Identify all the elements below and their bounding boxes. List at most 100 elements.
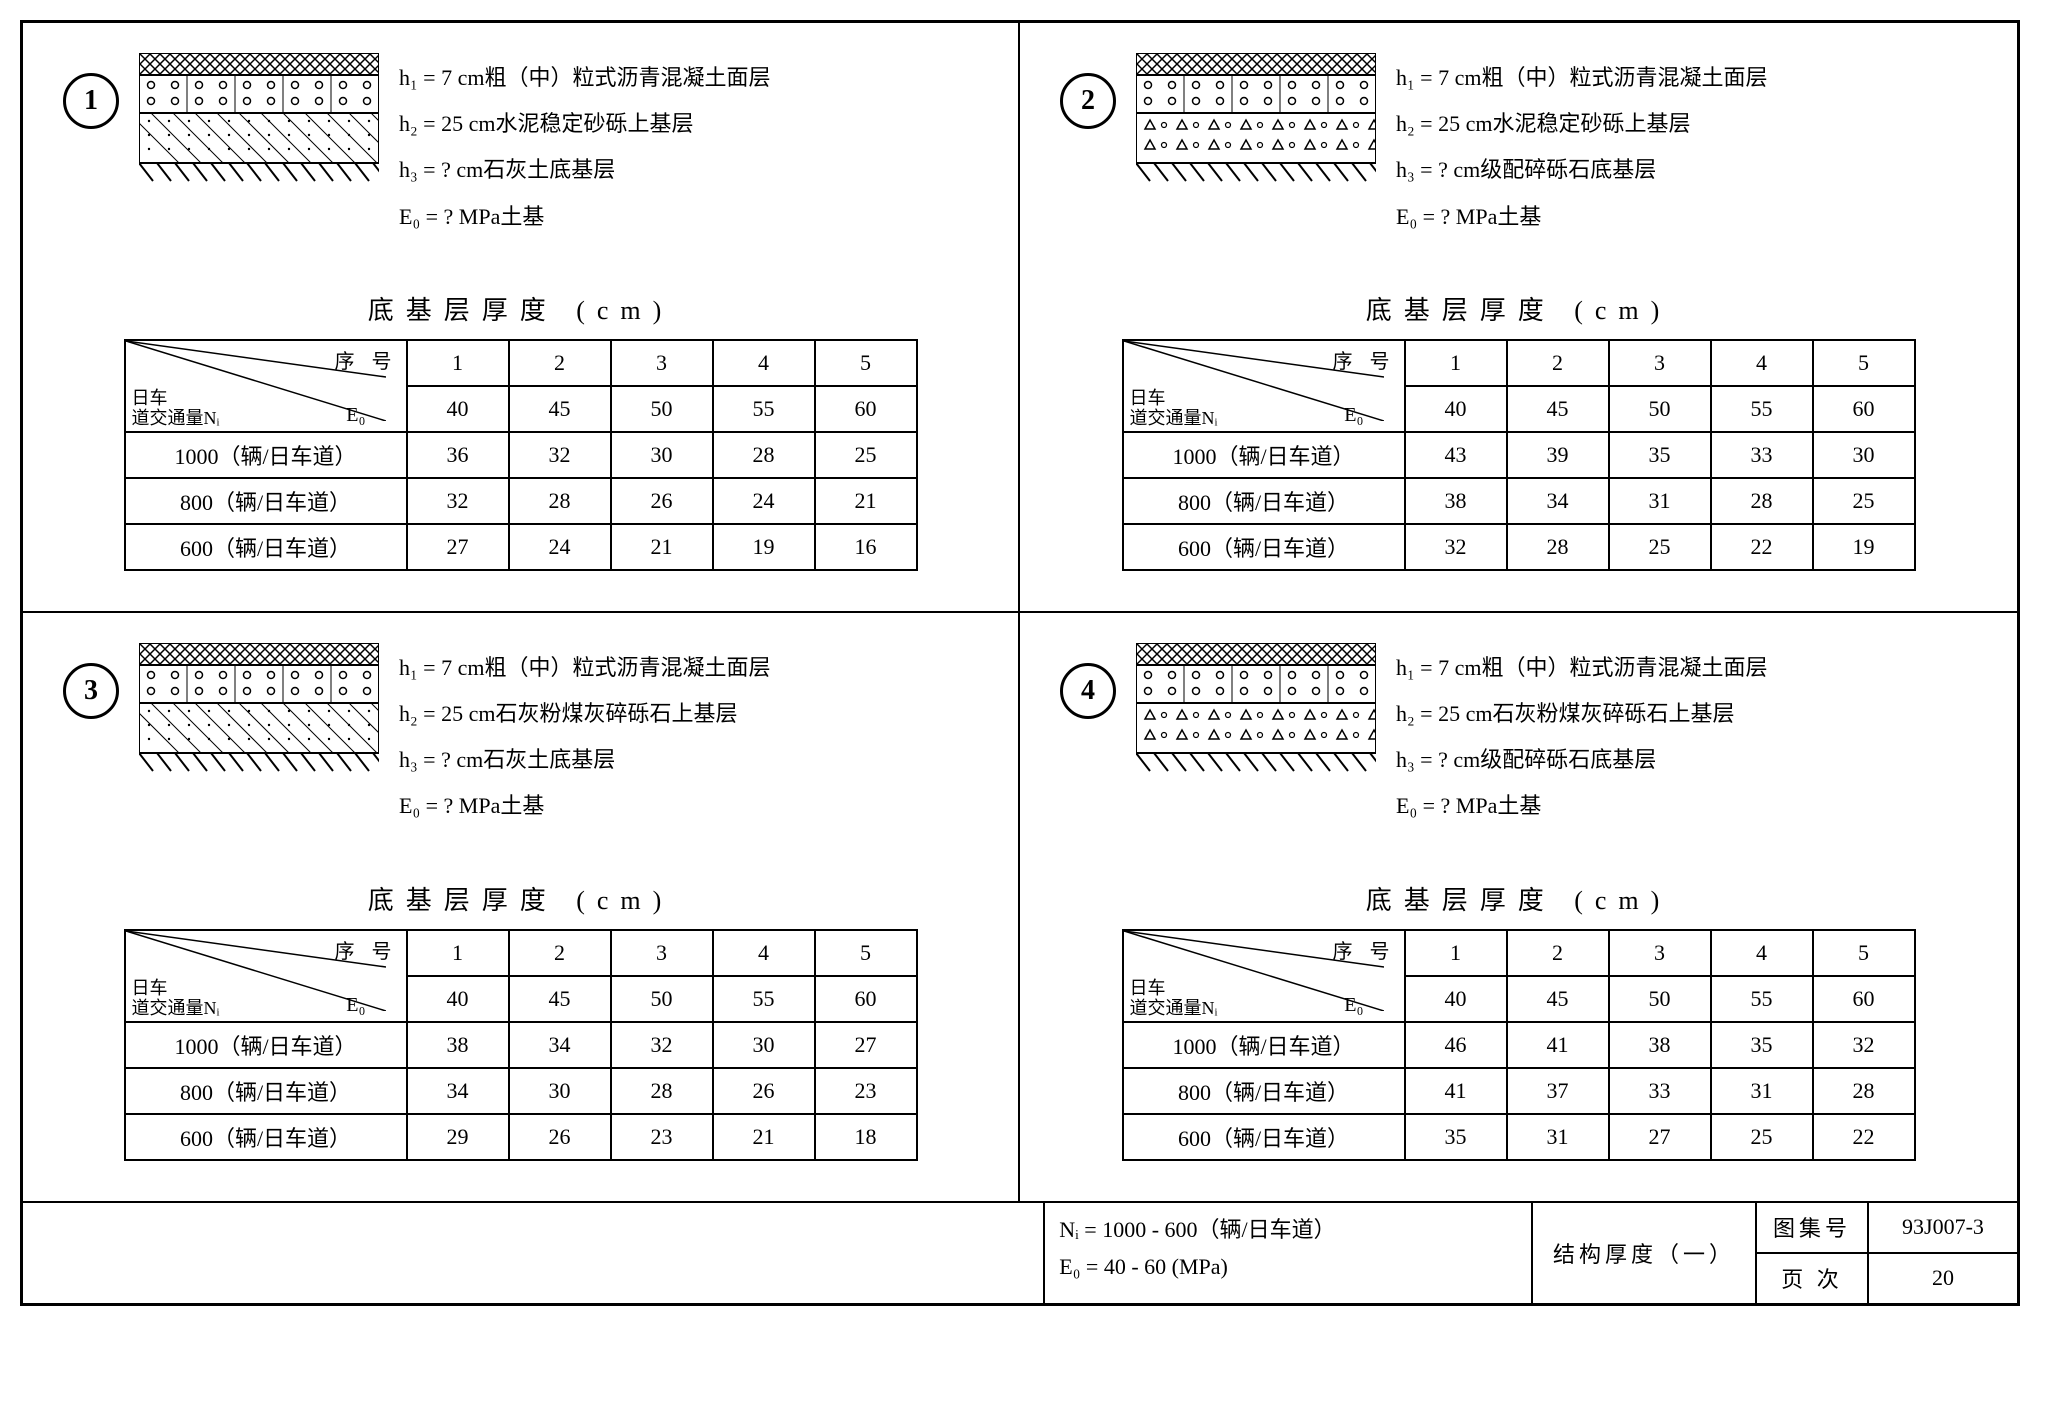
traffic-row-label: 1000（辆/日车道）	[125, 432, 407, 478]
col-header: 2	[509, 930, 611, 976]
thickness-value: 30	[611, 432, 713, 478]
col-header: 4	[713, 340, 815, 386]
thickness-value: 33	[1609, 1068, 1711, 1114]
e0-value: 50	[611, 386, 713, 432]
panel-3: 3 h₁ = 7 cm粗（中）粒式沥青混凝土面层 h₂ = 25 cm石灰粉煤灰…	[23, 613, 1020, 1203]
panel-number-icon: 4	[1060, 663, 1116, 719]
e0-value: 55	[713, 976, 815, 1022]
col-header: 5	[1813, 340, 1915, 386]
diagonal-header: 序 号 日车道交通量Nᵢ E₀	[125, 340, 407, 432]
thickness-value: 28	[713, 432, 815, 478]
diagonal-header: 序 号 日车道交通量Nᵢ E₀	[1123, 340, 1405, 432]
e0-value: 60	[815, 976, 917, 1022]
col-header: 3	[1609, 340, 1711, 386]
thickness-value: 31	[1711, 1068, 1813, 1114]
traffic-row-label: 800（辆/日车道）	[1123, 478, 1405, 524]
panel-2: 2 h₁ = 7 cm粗（中）粒式沥青混凝土面层 h₂ = 25 cm水泥稳定砂…	[1020, 23, 2017, 613]
thickness-value: 35	[1711, 1022, 1813, 1068]
thickness-value: 27	[815, 1022, 917, 1068]
thickness-value: 24	[713, 478, 815, 524]
thickness-value: 38	[1405, 478, 1507, 524]
thickness-value: 43	[1405, 432, 1507, 478]
thickness-table: 序 号 日车道交通量Nᵢ E₀ 12345 4045505560 1000（辆/…	[124, 339, 918, 571]
col-header: 4	[1711, 340, 1813, 386]
thickness-value: 25	[1711, 1114, 1813, 1160]
table-title: 底基层厚度 (cm)	[63, 290, 978, 327]
thickness-value: 28	[611, 1068, 713, 1114]
thickness-value: 34	[407, 1068, 509, 1114]
traffic-row-label: 600（辆/日车道）	[1123, 1114, 1405, 1160]
col-header: 3	[1609, 930, 1711, 976]
thickness-value: 28	[509, 478, 611, 524]
thickness-value: 25	[815, 432, 917, 478]
thickness-value: 28	[1711, 478, 1813, 524]
e0-label: E₀ = ? MPa土基	[1396, 783, 1767, 829]
layer-diagram	[1136, 643, 1376, 793]
h1-label: h₁ = 7 cm粗（中）粒式沥青混凝土面层	[399, 645, 770, 691]
h2-label: h₂ = 25 cm水泥稳定砂砾上基层	[1396, 101, 1767, 147]
thickness-value: 27	[407, 524, 509, 570]
thickness-value: 41	[1507, 1022, 1609, 1068]
e0-value: 45	[509, 386, 611, 432]
thickness-value: 34	[1507, 478, 1609, 524]
panel-number-icon: 2	[1060, 73, 1116, 129]
col-header: 5	[815, 930, 917, 976]
col-header: 2	[1507, 340, 1609, 386]
col-header: 2	[1507, 930, 1609, 976]
thickness-value: 18	[815, 1114, 917, 1160]
h3-label: h₃ = ? cm石灰土底基层	[399, 147, 770, 193]
thickness-value: 25	[1813, 478, 1915, 524]
thickness-value: 23	[815, 1068, 917, 1114]
h1-label: h₁ = 7 cm粗（中）粒式沥青混凝土面层	[1396, 55, 1767, 101]
table-title: 底基层厚度 (cm)	[1060, 880, 1977, 917]
thickness-value: 21	[611, 524, 713, 570]
thickness-value: 26	[611, 478, 713, 524]
e0-value: 55	[1711, 976, 1813, 1022]
thickness-value: 46	[1405, 1022, 1507, 1068]
thickness-value: 30	[1813, 432, 1915, 478]
thickness-value: 31	[1609, 478, 1711, 524]
thickness-value: 26	[713, 1068, 815, 1114]
traffic-row-label: 600（辆/日车道）	[125, 1114, 407, 1160]
thickness-value: 32	[1813, 1022, 1915, 1068]
layer-labels: h₁ = 7 cm粗（中）粒式沥青混凝土面层 h₂ = 25 cm石灰粉煤灰碎砾…	[1396, 643, 1767, 830]
thickness-value: 37	[1507, 1068, 1609, 1114]
panel-number-icon: 3	[63, 663, 119, 719]
footer-title: 结构厚度（一）	[1533, 1203, 1757, 1303]
h1-label: h₁ = 7 cm粗（中）粒式沥青混凝土面层	[399, 55, 770, 101]
thickness-value: 25	[1609, 524, 1711, 570]
thickness-value: 23	[611, 1114, 713, 1160]
panel-number-icon: 1	[63, 73, 119, 129]
e0-value: 50	[611, 976, 713, 1022]
e0-value: 55	[1711, 386, 1813, 432]
e0-value: 50	[1609, 976, 1711, 1022]
col-header: 3	[611, 930, 713, 976]
h3-label: h₃ = ? cm石灰土底基层	[399, 737, 770, 783]
thickness-value: 36	[407, 432, 509, 478]
h3-label: h₃ = ? cm级配碎砾石底基层	[1396, 737, 1767, 783]
e0-value: 60	[815, 386, 917, 432]
e0-label: E₀ = ? MPa土基	[1396, 194, 1767, 240]
layer-labels: h₁ = 7 cm粗（中）粒式沥青混凝土面层 h₂ = 25 cm水泥稳定砂砾上…	[1396, 53, 1767, 240]
col-header: 4	[1711, 930, 1813, 976]
table-title: 底基层厚度 (cm)	[63, 880, 978, 917]
thickness-value: 32	[1405, 524, 1507, 570]
col-header: 3	[611, 340, 713, 386]
e0-value: 60	[1813, 976, 1915, 1022]
col-header: 1	[407, 930, 509, 976]
e0-label: E₀ = ? MPa土基	[399, 194, 770, 240]
traffic-row-label: 600（辆/日车道）	[125, 524, 407, 570]
e0-value: 40	[1405, 386, 1507, 432]
col-header: 2	[509, 340, 611, 386]
col-header: 5	[815, 340, 917, 386]
e0-value: 45	[1507, 976, 1609, 1022]
thickness-value: 16	[815, 524, 917, 570]
col-header: 1	[1405, 930, 1507, 976]
layer-diagram	[1136, 53, 1376, 203]
traffic-row-label: 1000（辆/日车道）	[125, 1022, 407, 1068]
diagonal-header: 序 号 日车道交通量Nᵢ E₀	[125, 930, 407, 1022]
traffic-row-label: 600（辆/日车道）	[1123, 524, 1405, 570]
page-number-label: 页 次	[1757, 1254, 1869, 1303]
traffic-row-label: 1000（辆/日车道）	[1123, 432, 1405, 478]
thickness-value: 38	[407, 1022, 509, 1068]
